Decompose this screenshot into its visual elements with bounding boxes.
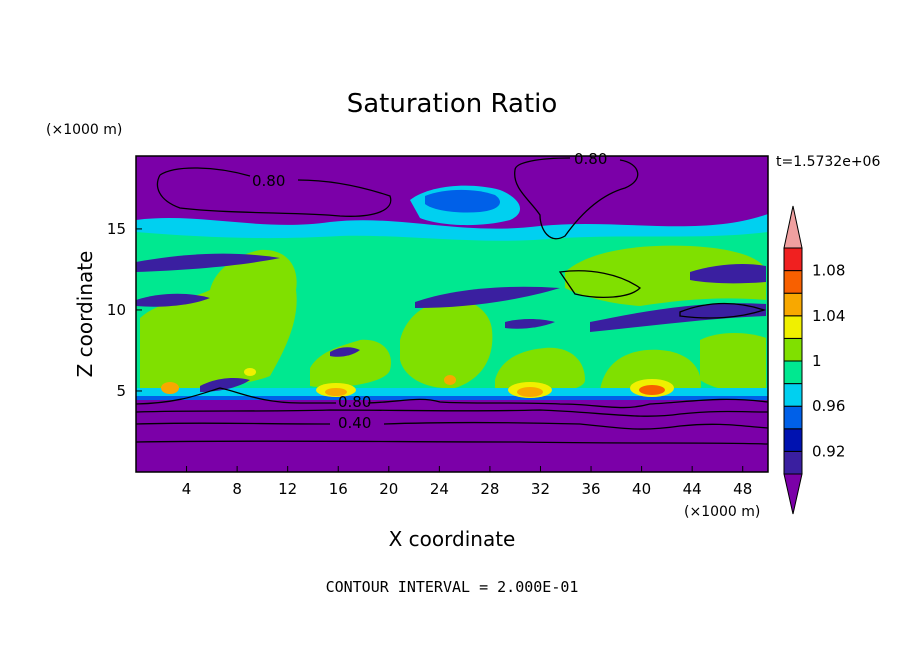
x-axis-ticks: 4 8 12 16 20 24 28 32 36 40 44 48: [182, 466, 752, 498]
y-tick-label: 5: [116, 382, 126, 400]
x-tick-label: 28: [480, 480, 499, 498]
contour-mid-cloud: [558, 270, 767, 319]
x-tick-label: 48: [733, 480, 752, 498]
field-lime-1: [140, 249, 297, 389]
x-tick-label: 24: [430, 480, 449, 498]
field-surface-blue: [136, 396, 768, 400]
contour-upper-right: [514, 157, 639, 240]
colorbar-swatch: [783, 337, 803, 362]
field-upper-blue: [425, 189, 500, 213]
contour-label: 0.80: [338, 393, 371, 411]
colorbar-swatch: [783, 315, 803, 339]
warm-spot-3: [325, 388, 347, 396]
contour-interval-label: CONTOUR INTERVAL = 2.000E-01: [326, 578, 579, 596]
x-tick-label: 32: [531, 480, 550, 498]
field-dry-streak-1: [136, 253, 280, 272]
field-lime-6: [600, 349, 701, 392]
x-tick-label: 16: [329, 480, 348, 498]
field-dry-intrusion: [200, 378, 250, 392]
colorbar-tick-label: 1.08: [812, 262, 845, 280]
contour-mid-1: [136, 387, 336, 405]
time-label: t=1.5732e+06: [776, 154, 880, 170]
field-lime-4: [495, 347, 585, 395]
field-lime-7: [700, 333, 766, 393]
contour-upper-left: [156, 167, 392, 217]
colorbar-swatch: [783, 405, 803, 430]
colorbar-tick-label: 0.96: [812, 397, 845, 415]
contour-label: 0.40: [338, 414, 371, 432]
field-dry-streak-2: [136, 293, 210, 307]
x-tick-label: 36: [581, 480, 600, 498]
colorbar-swatch: [783, 247, 803, 272]
field-surface-cyan: [136, 388, 768, 398]
y-axis-ticks: 5 10 15: [107, 220, 142, 400]
field-lime-2: [310, 339, 391, 388]
field-dry-streak-7: [330, 347, 360, 357]
warm-spot-1: [161, 382, 179, 394]
warm-spot-8: [444, 375, 456, 385]
colorbar-swatch: [783, 292, 803, 317]
contour-label: 0.80: [574, 150, 607, 168]
field-dry-streak-4: [590, 303, 766, 332]
colorbar: 0.92 0.96 1 1.04 1.08: [783, 205, 845, 515]
colorbar-lower-arrow: [783, 473, 803, 515]
x-tick-label: 20: [379, 480, 398, 498]
y-tick-label: 15: [107, 220, 126, 238]
colorbar-tick-label: 0.92: [812, 442, 845, 460]
x-axis-label: X coordinate: [389, 527, 516, 551]
contour-mid-1b: [367, 398, 768, 409]
colorbar-tick-label: 1: [812, 352, 822, 370]
y-axis-label: Z coordinate: [73, 251, 97, 378]
contour-low: [136, 421, 768, 430]
field-dry-streak-6: [505, 319, 555, 329]
field-low-layer: [136, 400, 768, 472]
colorbar-swatch: [783, 450, 803, 475]
contour-lines: [136, 157, 768, 445]
field-lime-3: [400, 299, 493, 389]
x-tick-label: 44: [683, 480, 702, 498]
colorbar-swatch: [783, 428, 803, 452]
x-tick-label: 12: [278, 480, 297, 498]
colorbar-swatch: [783, 383, 803, 407]
field-lime-5: [565, 245, 766, 306]
colorbar-swatch: [783, 270, 803, 294]
colorbar-swatch: [783, 360, 803, 385]
chart-title: Saturation Ratio: [347, 89, 558, 119]
contour-bottom: [136, 440, 768, 445]
contour-label: 0.80: [252, 172, 285, 190]
y-unit-label: (×1000 m): [46, 122, 122, 138]
warm-spot-7: [639, 385, 665, 395]
y-tick-label: 10: [107, 301, 126, 319]
x-unit-label: (×1000 m): [684, 504, 760, 520]
x-tick-label: 8: [232, 480, 242, 498]
x-tick-label: 4: [182, 480, 192, 498]
colorbar-tick-label: 1.04: [812, 307, 845, 325]
saturation-field: [136, 156, 768, 472]
colorbar-upper-arrow: [783, 205, 803, 249]
plot-frame: [135, 155, 769, 473]
field-dry-streak-3: [415, 286, 560, 308]
warm-spot-9: [244, 368, 256, 376]
warm-spot-5: [517, 387, 543, 397]
contour-mid-2: [136, 409, 768, 417]
x-tick-label: 40: [632, 480, 651, 498]
field-dry-streak-5: [690, 264, 766, 284]
